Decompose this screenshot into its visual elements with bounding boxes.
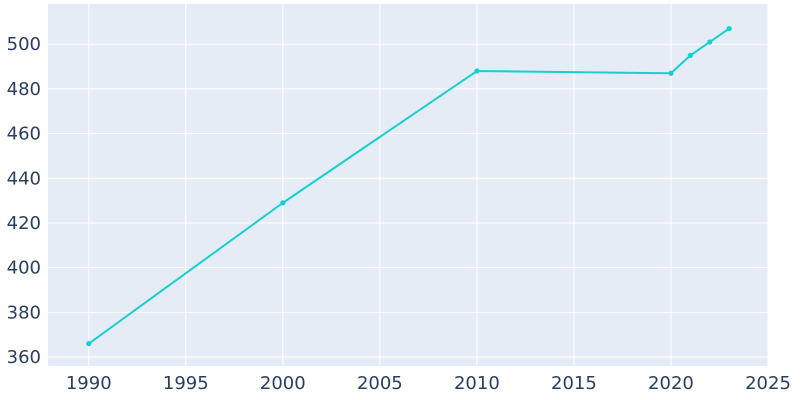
- y-tick-label: 440: [7, 168, 41, 189]
- data-point-2010: [474, 68, 480, 74]
- x-tick-label: 2000: [260, 373, 306, 394]
- y-axis-tick-labels: 360 380 400 420 440 460 480 500: [7, 34, 41, 368]
- y-tick-label: 460: [7, 124, 41, 145]
- x-axis-tick-labels: 1990 1995 2000 2005 2010 2015 2020 2025: [66, 373, 791, 394]
- data-point-1990: [86, 341, 92, 347]
- y-tick-label: 360: [7, 347, 41, 368]
- y-tick-label: 380: [7, 302, 41, 323]
- data-point-2023: [726, 25, 732, 32]
- x-tick-label: 2010: [454, 373, 500, 394]
- y-tick-label: 420: [7, 213, 41, 234]
- x-tick-label: 2015: [551, 373, 597, 394]
- plot-background: [48, 4, 768, 366]
- data-point-2020: [668, 70, 674, 76]
- x-tick-label: 2005: [357, 373, 403, 394]
- data-point-2022: [707, 39, 713, 45]
- x-tick-label: 1990: [66, 373, 112, 394]
- y-tick-label: 480: [7, 79, 41, 100]
- x-tick-label: 1995: [163, 373, 209, 394]
- x-tick-label: 2020: [648, 373, 694, 394]
- y-tick-label: 400: [7, 258, 41, 279]
- data-point-2021: [687, 52, 693, 58]
- grid: [48, 4, 769, 366]
- x-tick-label: 2025: [745, 373, 791, 394]
- series-layer: [86, 25, 732, 347]
- y-tick-label: 500: [7, 34, 41, 55]
- data-point-2000: [280, 200, 286, 206]
